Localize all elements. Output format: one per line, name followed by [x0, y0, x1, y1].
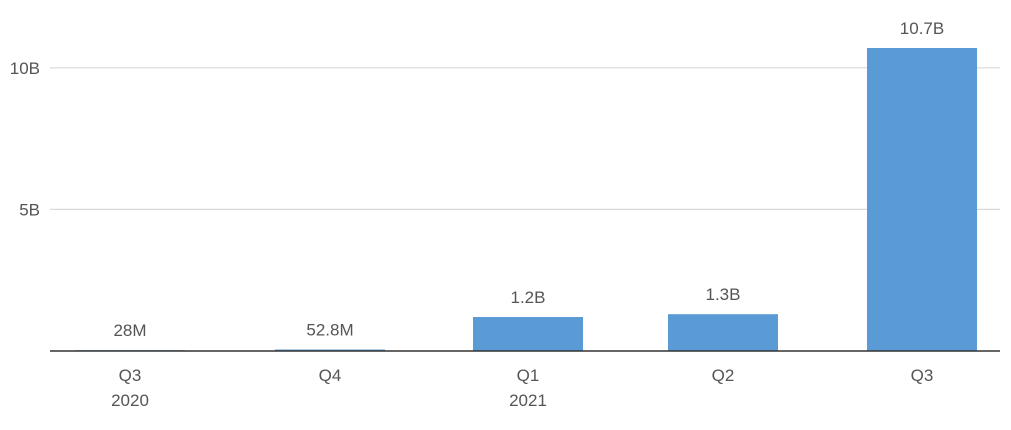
x-group-label: 2021: [509, 391, 547, 410]
y-tick-label: 10B: [10, 59, 40, 78]
data-label: 10.7B: [900, 19, 944, 38]
data-label: 52.8M: [306, 321, 353, 340]
label-layer: 5B 10B 28M 52.8M 1.2B 1.3B 10.7B Q3 2020 Q4 Q1 2021…: [10, 19, 944, 410]
data-label: 1.2B: [511, 288, 546, 307]
x-tick-label: Q3: [119, 366, 142, 385]
x-group-label: 2020: [111, 391, 149, 410]
x-tick-label: Q1: [517, 366, 540, 385]
grid-layer: [50, 67, 1000, 211]
x-tick-label: Q2: [712, 366, 735, 385]
bar-2: [473, 317, 583, 351]
x-tick-label: Q3: [911, 366, 934, 385]
bar-3: [668, 314, 778, 351]
data-label: 1.3B: [706, 285, 741, 304]
data-label: 28M: [113, 321, 146, 340]
y-tick-label: 5B: [19, 200, 40, 219]
bar-4: [867, 48, 977, 351]
x-tick-label: Q4: [319, 366, 342, 385]
bar-layer: [75, 48, 977, 351]
